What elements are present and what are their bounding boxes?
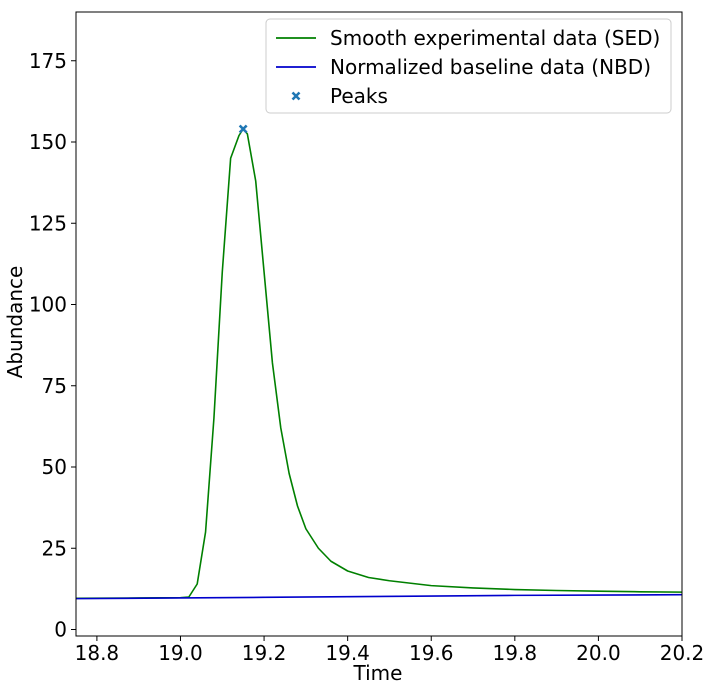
y-tick-label: 50: [42, 455, 67, 479]
legend-box: [265, 18, 672, 114]
legend: Smooth experimental data (SED) Normalized…: [265, 18, 672, 114]
peak-marker-x: [238, 124, 248, 134]
legend-label: Peaks: [330, 84, 388, 108]
peak-marker: [238, 124, 248, 134]
x-tick-label: 19.4: [325, 641, 370, 665]
y-tick-label: 25: [42, 536, 67, 560]
series-layer: [75, 124, 683, 600]
x-tick-label: 19.8: [493, 641, 538, 665]
x-tick-label: 20.0: [576, 641, 621, 665]
x-tick-label: 19.2: [242, 641, 287, 665]
x-tick-label: 18.8: [75, 641, 120, 665]
y-tick-label: 75: [42, 374, 67, 398]
legend-marker-swatch: [291, 91, 301, 101]
legend-entry: Smooth experimental data (SED): [276, 26, 660, 50]
legend-label: Normalized baseline data (NBD): [330, 55, 651, 79]
y-tick-label: 175: [29, 49, 67, 73]
y-axis-label: Abundance: [3, 266, 27, 379]
x-tick-label: 19.6: [409, 641, 454, 665]
y-tick-label: 125: [29, 211, 67, 235]
y-tick-label: 150: [29, 130, 67, 154]
x-tick-label: 20.2: [660, 641, 705, 665]
x-axis-label: Time: [353, 661, 403, 685]
axes-layer: 18.8 19.0 19.2 19.4 19.6 19.8 20.0 20.2 0 25 50 75 1…: [29, 11, 705, 665]
series-line-0: [75, 128, 683, 600]
legend-entry: Peaks: [291, 84, 388, 108]
legend-label: Smooth experimental data (SED): [330, 26, 660, 50]
legend-entry: Normalized baseline data (NBD): [276, 55, 651, 79]
plot-frame: [75, 11, 683, 637]
y-tick-label: 100: [29, 293, 67, 317]
series-line-1: [75, 593, 683, 600]
y-tick-label: 0: [54, 618, 67, 642]
x-tick-label: 19.0: [158, 641, 203, 665]
